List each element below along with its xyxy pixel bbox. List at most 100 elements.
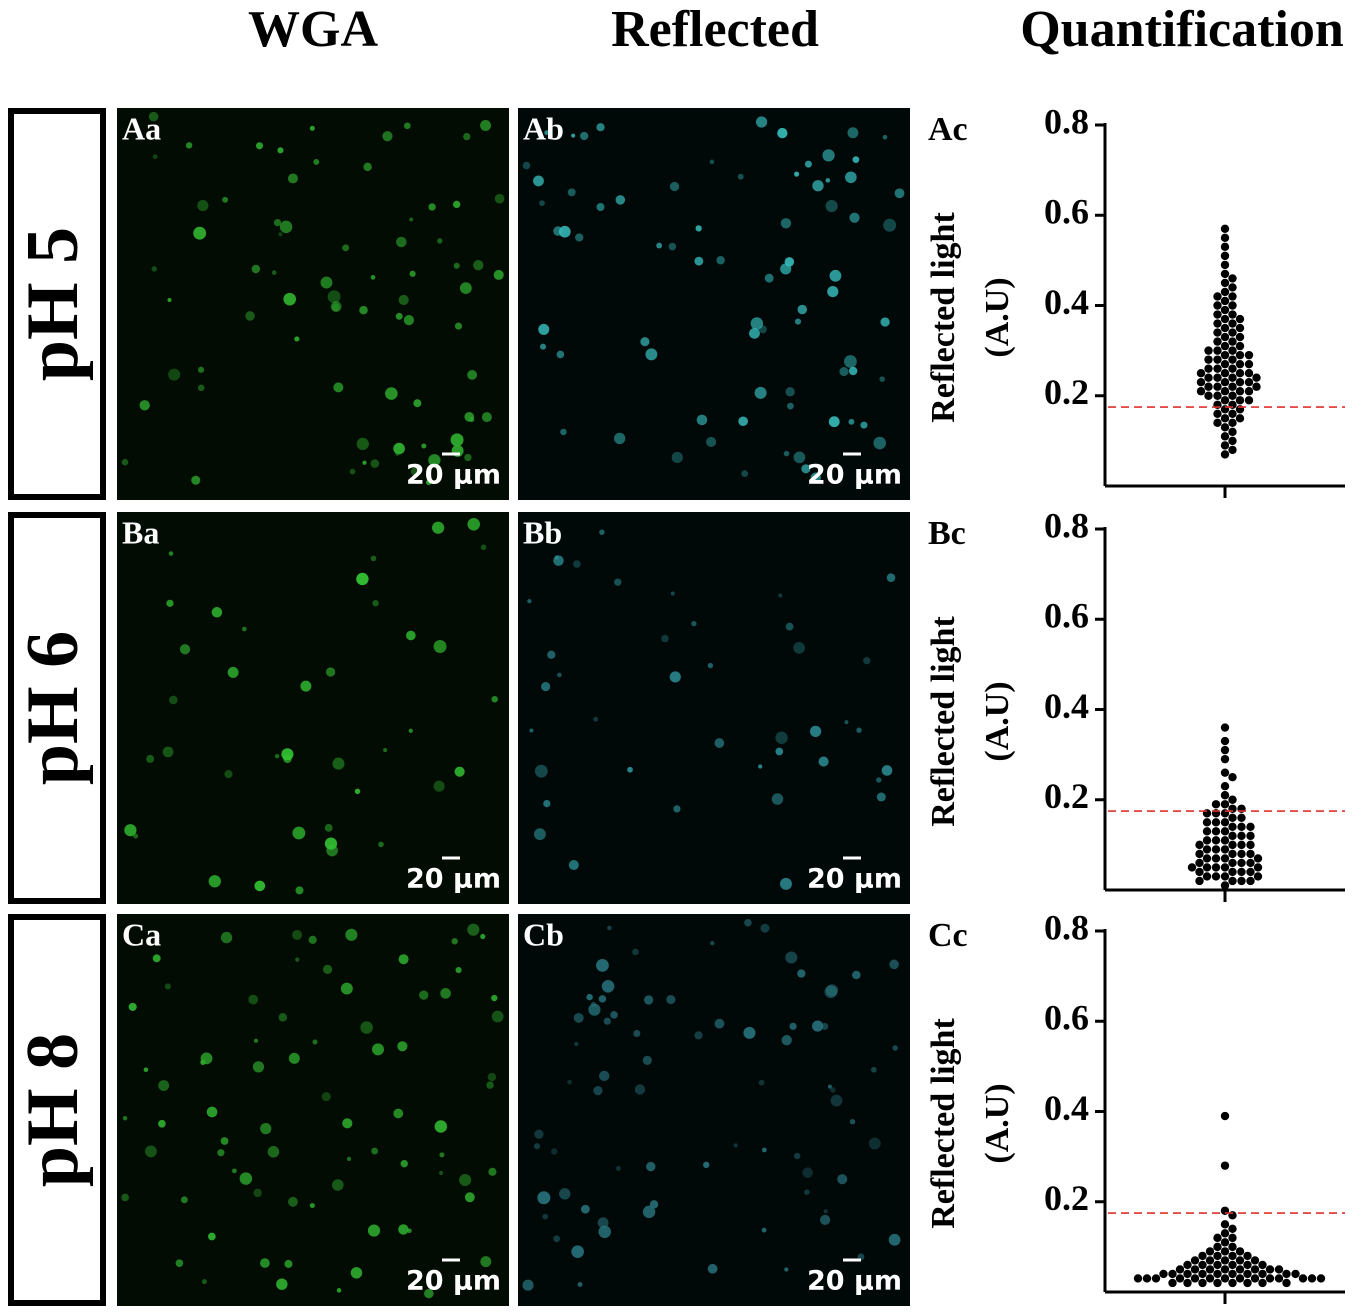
cell: [783, 450, 790, 457]
data-point: [1316, 1274, 1326, 1283]
cell: [743, 1026, 756, 1039]
cell: [324, 837, 338, 850]
cell: [557, 672, 562, 678]
data-point: [1250, 1274, 1260, 1283]
data-point: [1235, 350, 1245, 360]
data-point: [1250, 1256, 1260, 1265]
column-header: Quantification: [1020, 1, 1344, 58]
panel-label: Ac: [928, 111, 968, 148]
data-point: [1235, 414, 1245, 423]
data-point: [1244, 387, 1254, 396]
data-point: [1198, 1278, 1207, 1288]
cell: [892, 1045, 898, 1051]
data-point: [1220, 854, 1230, 863]
cell: [714, 1018, 725, 1029]
data-point: [1213, 364, 1222, 373]
cell: [480, 933, 486, 940]
data-point: [1202, 854, 1212, 863]
y-axis-label: (A.U): [979, 681, 1016, 761]
cell: [217, 1149, 225, 1157]
cell: [703, 1161, 710, 1169]
cell: [197, 199, 209, 212]
data-point: [1133, 1274, 1143, 1283]
data-point: [1235, 387, 1245, 396]
cell: [370, 275, 376, 280]
cell: [709, 159, 715, 165]
cell: [758, 325, 767, 334]
data-point: [1213, 391, 1222, 400]
data-point: [1204, 355, 1213, 364]
scale-bar-label: 20 µm: [406, 1266, 501, 1297]
cell: [481, 412, 492, 423]
cell: [434, 1120, 448, 1133]
data-point: [1274, 1274, 1284, 1283]
cell: [454, 322, 463, 330]
cell: [794, 171, 800, 177]
cell: [573, 560, 581, 568]
data-point: [1253, 872, 1263, 881]
cell: [362, 460, 367, 465]
cell: [822, 149, 835, 162]
cell: [227, 666, 239, 678]
cell: [371, 1043, 384, 1056]
cell: [398, 954, 409, 965]
panel-label: Cc: [928, 917, 968, 954]
data-point: [1196, 368, 1206, 378]
data-point: [1183, 1269, 1192, 1279]
cell: [873, 436, 887, 450]
cell: [260, 1122, 272, 1135]
cell: [454, 766, 465, 777]
cell: [288, 1196, 298, 1207]
y-tick-label: 0.4: [1044, 282, 1089, 322]
cell: [632, 948, 639, 956]
data-point: [1220, 368, 1230, 378]
cell: [371, 1147, 379, 1155]
y-axis-label: (A.U): [979, 277, 1016, 357]
cell: [573, 1012, 584, 1023]
cell: [669, 181, 680, 192]
data-point: [1205, 1274, 1215, 1283]
cell: [737, 173, 744, 180]
data-point: [1235, 378, 1245, 387]
cell: [413, 399, 422, 408]
cell: [128, 1002, 137, 1012]
cell: [393, 1108, 404, 1119]
cell: [464, 453, 472, 462]
data-point: [1220, 827, 1230, 836]
cell: [278, 1013, 288, 1022]
data-point: [1220, 791, 1230, 800]
cell: [547, 650, 556, 659]
micrograph-bg: [518, 914, 910, 1306]
cell: [309, 125, 315, 131]
cell: [643, 995, 654, 1005]
cell: [671, 451, 683, 464]
cell: [410, 467, 420, 476]
data-point: [1220, 378, 1230, 387]
data-point: [1198, 1260, 1207, 1270]
y-tick-label: 0.6: [1044, 998, 1089, 1038]
data-point: [1220, 441, 1230, 450]
data-point: [1265, 1265, 1275, 1274]
data-point: [1213, 418, 1222, 428]
y-tick-label: 0.4: [1044, 686, 1089, 726]
cell: [560, 428, 567, 436]
data-point: [1228, 831, 1237, 841]
cell: [313, 158, 320, 165]
data-point: [1244, 396, 1254, 405]
data-point: [1237, 876, 1246, 886]
data-point: [1228, 840, 1237, 850]
cell: [733, 1143, 738, 1148]
cell: [121, 458, 129, 466]
data-point: [1196, 378, 1206, 387]
data-point: [1204, 382, 1213, 391]
y-tick-label: 0.6: [1044, 192, 1089, 232]
data-point: [1220, 782, 1230, 791]
cell: [363, 162, 372, 172]
data-point: [1220, 1247, 1230, 1256]
cell: [295, 886, 304, 895]
cell: [260, 1258, 270, 1268]
cell: [738, 416, 748, 427]
data-point: [1190, 1256, 1200, 1265]
cell: [673, 805, 681, 813]
cell: [802, 1167, 813, 1178]
